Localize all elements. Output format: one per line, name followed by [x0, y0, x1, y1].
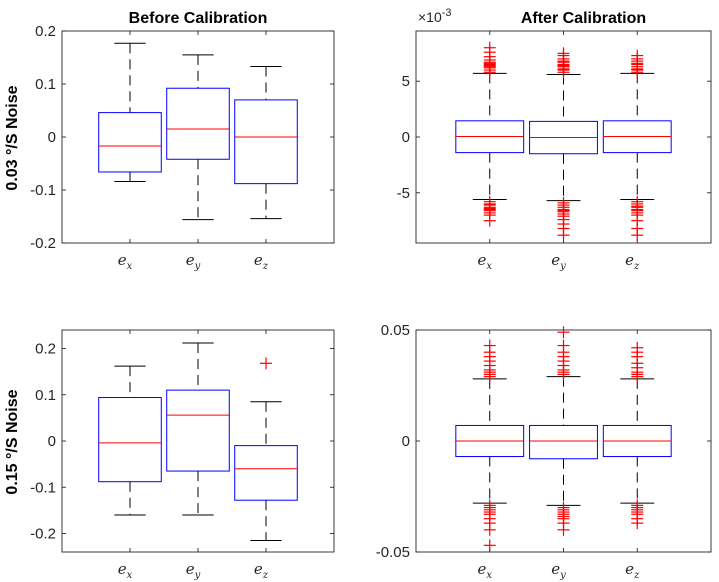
category-base: e [625, 560, 634, 578]
category-base: e [186, 560, 195, 578]
outlier-marker [483, 523, 496, 536]
outlier-marker [260, 357, 272, 370]
box-ex: ex [455, 330, 525, 581]
box-ex: ex [98, 330, 162, 581]
box-ey: ey [529, 326, 598, 581]
iqr-box [166, 87, 230, 160]
outlier-marker [631, 341, 644, 354]
y-tick-label: 0.2 [35, 23, 56, 40]
category-base: e [477, 560, 486, 578]
category-label: ez [254, 251, 269, 272]
outlier-marker [631, 49, 644, 62]
y-multiplier: ×10-3 [418, 7, 452, 25]
box-ex: ex [455, 31, 525, 272]
iqr-box [166, 389, 230, 472]
category-label: ex [477, 560, 492, 581]
box-ez: ez [234, 330, 298, 581]
category-label: ez [625, 251, 640, 272]
iqr-box [98, 112, 162, 173]
outlier-marker [483, 539, 496, 552]
y-tick-label: 0.1 [35, 76, 56, 93]
category-subscript: y [194, 261, 201, 272]
y-tick-label: 0.1 [35, 387, 56, 404]
category-subscript: y [559, 261, 566, 272]
category-label: ey [186, 560, 201, 581]
outlier-marker [557, 47, 570, 60]
category-label: ey [551, 560, 566, 581]
y-tick-label: -0.1 [30, 182, 56, 199]
category-label: ex [118, 251, 133, 272]
y-tick-label: 0.2 [35, 341, 56, 358]
category-subscript: x [127, 261, 133, 272]
outlier-marker [631, 517, 644, 530]
y-tick-label: 0.05 [381, 322, 410, 339]
y-tick-label: 0 [402, 433, 410, 450]
category-subscript: z [262, 570, 269, 581]
outlier-marker [557, 339, 570, 352]
outlier-marker [631, 229, 644, 242]
y-tick-label: -0.05 [376, 544, 410, 561]
category-subscript: x [127, 570, 133, 581]
box-ey: ey [529, 31, 598, 272]
category-base: e [254, 251, 263, 269]
category-label: ex [118, 560, 133, 581]
row-label-bottom: 0.15 °/S Noise [4, 389, 21, 494]
row-label-top: 0.03 °/S Noise [4, 85, 21, 190]
category-subscript: x [486, 261, 492, 272]
box-ez: ez [234, 31, 298, 272]
y-tick-label: -0.2 [30, 235, 56, 252]
outlier-marker [557, 229, 570, 242]
panel-before-calibration-high-noise: -0.2-0.100.10.2ex ey ez [30, 329, 335, 581]
y-multiplier-exponent: -3 [442, 7, 452, 19]
iqr-box [234, 445, 298, 501]
y-tick-label: -5 [397, 185, 410, 202]
y-tick-label: -0.2 [30, 526, 56, 543]
iqr-box [98, 397, 162, 483]
box-ez: ez [602, 31, 672, 272]
category-subscript: z [633, 570, 640, 581]
y-tick-label: -0.1 [30, 479, 56, 496]
category-base: e [254, 560, 263, 578]
outlier-marker [483, 41, 496, 54]
y-multiplier-base: ×10 [418, 9, 442, 25]
outlier-marker [483, 339, 496, 352]
outlier-marker [483, 214, 496, 227]
outlier-marker [557, 326, 570, 339]
category-subscript: y [194, 570, 201, 581]
category-base: e [551, 251, 560, 269]
panel-title: Before Calibration [129, 10, 268, 27]
iqr-box [234, 99, 298, 185]
category-subscript: z [262, 261, 269, 272]
category-base: e [551, 560, 560, 578]
panel-title: After Calibration [521, 10, 646, 27]
iqr-box [529, 424, 598, 460]
category-label: ez [254, 560, 269, 581]
category-base: e [118, 251, 127, 269]
y-tick-label: 0 [48, 433, 56, 450]
category-base: e [477, 251, 486, 269]
box-ey: ey [166, 330, 230, 581]
category-label: ex [477, 251, 492, 272]
category-base: e [186, 251, 195, 269]
category-subscript: x [486, 570, 492, 581]
y-tick-label: 0 [48, 129, 56, 146]
y-tick-label: 5 [402, 73, 410, 90]
category-subscript: z [633, 261, 640, 272]
box-ez: ez [602, 330, 672, 581]
category-subscript: y [559, 570, 566, 581]
category-base: e [118, 560, 127, 578]
outlier-marker [557, 523, 570, 536]
category-label: ey [551, 251, 566, 272]
category-base: e [625, 251, 634, 269]
box-ex: ex [98, 31, 162, 272]
category-label: ey [186, 251, 201, 272]
y-tick-label: 0 [402, 129, 410, 146]
category-label: ez [625, 560, 640, 581]
box-ey: ey [166, 31, 230, 272]
